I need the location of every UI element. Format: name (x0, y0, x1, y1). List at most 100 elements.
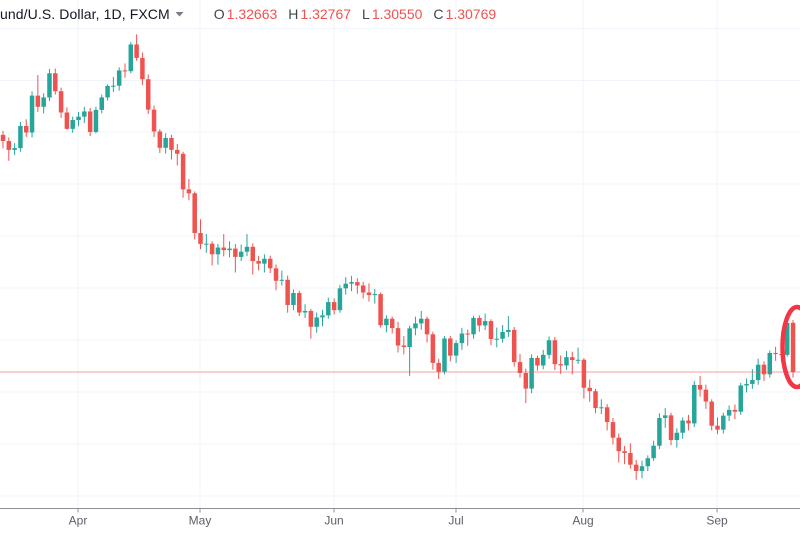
candle-body (517, 362, 523, 374)
candle-body (215, 247, 221, 255)
candle-body (575, 359, 581, 361)
candle-body (320, 315, 325, 318)
candle-body (378, 294, 383, 326)
candle-body (47, 73, 52, 98)
candle-body (198, 233, 203, 244)
candle-body (180, 153, 186, 190)
candle-body (302, 310, 308, 313)
candle-body (134, 44, 139, 58)
candle-body (204, 243, 209, 245)
candle-body (477, 317, 482, 326)
candle-body (593, 391, 598, 409)
candle-body (157, 131, 163, 148)
candle-body (262, 258, 267, 264)
candle-body (93, 109, 99, 132)
candle-body (651, 445, 656, 459)
candle-body (145, 79, 151, 110)
candle-body (384, 318, 389, 326)
candle-body (23, 126, 29, 133)
candle-body (297, 293, 302, 313)
candle-body (186, 189, 192, 194)
candle-body (657, 417, 662, 446)
candle-body (407, 328, 412, 348)
candle-body (732, 409, 738, 412)
candle-body (76, 116, 81, 121)
month-label: Sep (706, 514, 728, 528)
ohlc-readout: O 1.32663 H 1.32767 L 1.30550 C 1.30769 (214, 6, 507, 22)
candle-body (453, 343, 459, 356)
candle-body (535, 357, 540, 366)
candle-body (349, 282, 354, 284)
candle-body (87, 111, 93, 132)
candle-body (267, 258, 273, 269)
candle-body (314, 317, 319, 327)
candle-body (221, 247, 226, 251)
candle-body (122, 70, 128, 72)
close-label: C (433, 6, 444, 22)
candle-body (668, 415, 674, 441)
candle-body (767, 353, 773, 375)
candle-body (784, 322, 790, 355)
candle-body (604, 407, 610, 423)
candle-body (6, 141, 12, 150)
candle-body (326, 302, 331, 316)
candle-body (82, 111, 87, 117)
candle-body (721, 415, 726, 430)
candle-body (442, 338, 447, 372)
candle-body (64, 112, 70, 129)
candle-body (413, 323, 418, 329)
candle-body (738, 385, 743, 412)
candle-body (633, 464, 639, 471)
candle-body (29, 95, 35, 133)
candle-body (308, 310, 314, 327)
symbol-title[interactable]: und/U.S. Dollar, 1D, FXCM (0, 6, 170, 22)
candle-body (616, 437, 622, 452)
candle-body (140, 57, 145, 80)
high-value: 1.32767 (300, 6, 352, 22)
candle-body (285, 279, 290, 305)
candle-body (599, 407, 604, 409)
candle-body (436, 362, 441, 372)
candle-body (686, 420, 691, 424)
candle-body (639, 466, 645, 471)
candle-body (116, 70, 122, 86)
low-label: L (362, 6, 370, 22)
candle-body (169, 137, 174, 150)
candle-body (227, 248, 232, 251)
annotation-ellipse[interactable] (780, 304, 800, 390)
candle-body (610, 422, 616, 438)
candle-body (430, 334, 436, 363)
candle-body (279, 279, 285, 281)
candle-body (0, 134, 6, 142)
candle-body (790, 322, 796, 372)
month-label: Apr (69, 514, 88, 528)
candle-body (389, 318, 395, 329)
open-label: O (213, 6, 225, 22)
candle-body (494, 338, 500, 340)
candle-body (18, 126, 23, 149)
candle-body (244, 246, 250, 252)
month-label: May (189, 514, 212, 528)
candle-body (35, 95, 41, 107)
candle-body (750, 380, 755, 384)
candle-body (395, 328, 401, 346)
candle-body (558, 364, 563, 366)
candle-body (70, 120, 75, 129)
candle-body (12, 148, 17, 150)
candle-body (418, 318, 424, 324)
candle-body (233, 248, 238, 257)
candle-body (331, 302, 337, 311)
candle-body (128, 44, 134, 72)
candle-body (250, 246, 256, 262)
candle-body (744, 383, 749, 386)
candle-body (628, 453, 633, 465)
candle-body (645, 458, 651, 467)
low-value: 1.30550 (371, 6, 423, 22)
candle-body (529, 357, 534, 389)
candle-body (366, 292, 372, 296)
candle-body (41, 97, 46, 107)
dropdown-caret-icon[interactable] (175, 11, 184, 17)
candle-body (523, 373, 529, 389)
